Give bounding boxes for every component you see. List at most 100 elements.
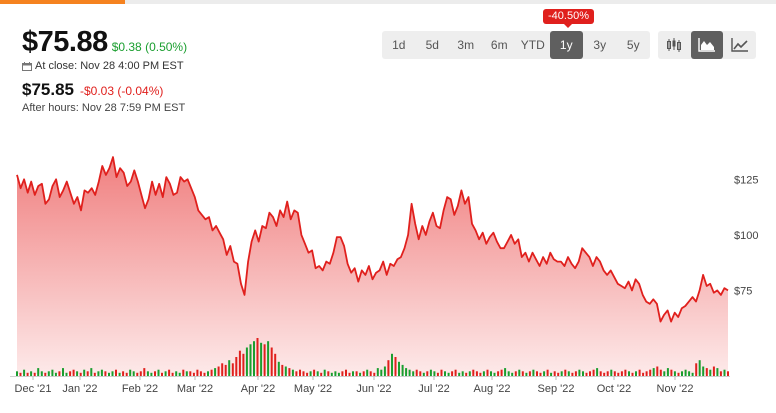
volume-bar	[585, 372, 588, 376]
volume-bar	[673, 371, 676, 377]
volume-bar	[401, 364, 404, 376]
volume-bar	[306, 372, 309, 376]
range-button-5d[interactable]: 5d	[425, 38, 439, 52]
range-button-3m[interactable]: 3m	[457, 38, 475, 52]
range-button-1d[interactable]: 1d	[392, 38, 406, 52]
chart-type-area-button[interactable]	[690, 31, 724, 59]
volume-bar	[589, 371, 591, 377]
price-chart[interactable]: $125 $100 $75 Dec '21 Jan '22 Feb '22 Ma…	[0, 130, 776, 408]
range-button-1y[interactable]: 1y	[549, 31, 583, 59]
volume-bar	[546, 369, 549, 376]
volume-bar	[224, 364, 227, 376]
volume-bar	[345, 369, 347, 376]
volume-bar	[723, 369, 726, 376]
y-tick-label: $75	[734, 285, 752, 297]
volume-bar	[231, 363, 234, 376]
volume-bar	[47, 371, 50, 377]
volume-bar	[341, 371, 344, 377]
x-tick-label: Dec '21	[15, 383, 52, 395]
volume-bar	[249, 344, 252, 376]
volume-bar	[168, 369, 171, 376]
volume-bar	[635, 371, 637, 377]
volume-bar	[479, 372, 482, 376]
volume-bar	[199, 371, 202, 377]
time-range-selector: 1d 5d 3m 6m YTD 1y 3y 5y	[382, 31, 650, 59]
volume-bar	[143, 368, 146, 376]
volume-bar	[122, 371, 125, 377]
volume-bar	[253, 341, 255, 376]
volume-bar	[387, 360, 390, 376]
volume-bar	[458, 372, 461, 376]
volume-bar	[698, 360, 701, 376]
volume-bar	[175, 371, 178, 377]
price-change: $0.38 (0.50%)	[111, 40, 188, 54]
volume-bar	[412, 371, 415, 377]
volume-bar	[352, 371, 354, 377]
volume-bar	[323, 369, 326, 376]
volume-bar	[281, 364, 284, 376]
chart-type-candlestick-button[interactable]	[658, 31, 691, 59]
volume-bar	[178, 372, 181, 376]
volume-bar	[139, 371, 142, 377]
volume-bar	[571, 372, 574, 376]
volume-bar	[132, 371, 135, 377]
volume-bar	[521, 371, 524, 377]
range-button-6m[interactable]: 6m	[490, 38, 508, 52]
volume-bar	[26, 372, 29, 376]
volume-bar	[51, 369, 54, 376]
volume-bar	[582, 371, 584, 377]
range-button-ytd[interactable]: YTD	[520, 38, 545, 52]
volume-bar	[567, 371, 570, 377]
volume-bar	[69, 371, 72, 377]
volume-bar	[196, 369, 199, 376]
volume-bar	[214, 368, 217, 376]
x-tick-label: Nov '22	[657, 383, 694, 395]
volume-bar	[433, 371, 436, 377]
volume-bar	[72, 369, 75, 376]
range-button-5y[interactable]: 5y	[626, 38, 640, 52]
volume-bar	[90, 368, 93, 376]
x-tick-label: Mar '22	[177, 383, 213, 395]
after-hours-row: $75.85 -$0.03 (-0.04%)	[22, 80, 163, 100]
volume-bar	[100, 369, 103, 376]
volume-bar	[62, 368, 64, 376]
close-row: At close: Nov 28 4:00 PM EST	[22, 60, 184, 72]
volume-bar	[617, 372, 620, 376]
volume-bar	[291, 369, 294, 376]
volume-bar	[108, 372, 110, 376]
volume-bar	[557, 372, 560, 376]
top-rule-accent	[0, 0, 125, 4]
volume-bar	[514, 371, 517, 377]
chart-type-line-button[interactable]	[723, 31, 756, 59]
volume-bar	[670, 369, 673, 376]
volume-bar	[33, 372, 36, 376]
axis-layer	[10, 376, 730, 380]
volume-bar	[525, 372, 528, 376]
volume-bar	[154, 371, 156, 377]
volume-bar	[490, 371, 492, 377]
y-tick-label: $100	[734, 230, 758, 242]
volume-bar	[146, 371, 149, 377]
volume-bar	[631, 372, 634, 376]
volume-bar	[398, 361, 400, 377]
volume-bar	[161, 372, 163, 376]
volume-bar	[592, 369, 595, 376]
volume-bar	[118, 372, 121, 376]
volume-bar	[228, 360, 231, 376]
volume-bar	[681, 371, 683, 377]
price-row: $75.88 $0.38 (0.50%)	[22, 26, 187, 59]
volume-bar	[83, 369, 86, 376]
volume-bar	[444, 371, 446, 377]
volume-bar	[719, 371, 722, 377]
price-area-layer	[16, 156, 729, 374]
volume-bar	[150, 372, 153, 376]
volume-bar	[111, 371, 114, 377]
volume-bar	[705, 368, 708, 376]
volume-bar	[284, 366, 287, 376]
volume-bar	[528, 371, 531, 377]
range-button-3y[interactable]: 3y	[593, 38, 607, 52]
volume-bar	[369, 371, 372, 377]
volume-bar	[373, 372, 376, 376]
volume-bar	[394, 357, 397, 376]
volume-bar	[337, 372, 340, 376]
